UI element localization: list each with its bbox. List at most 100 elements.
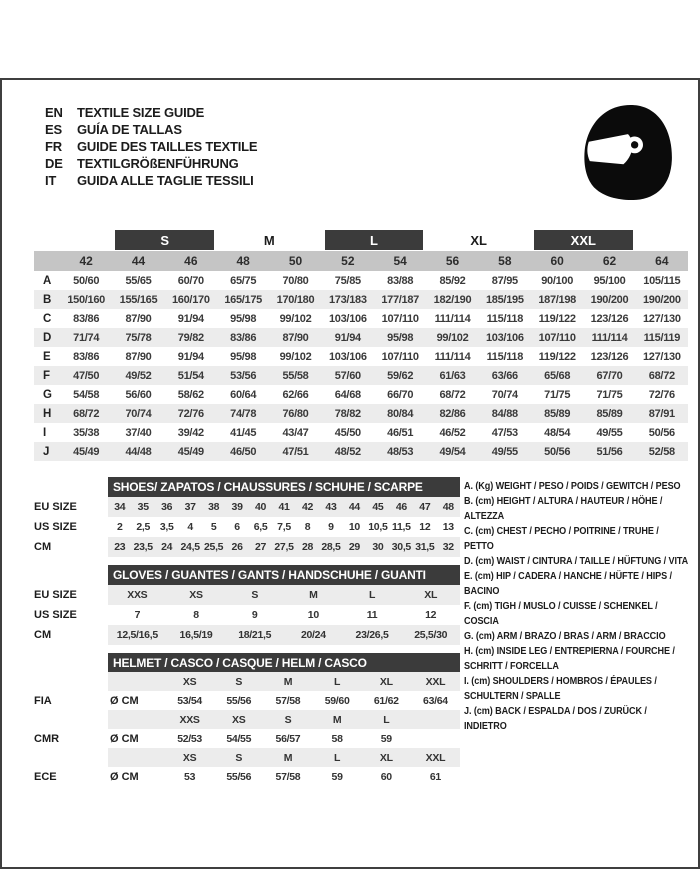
shoes-value: 36 — [161, 501, 173, 513]
measurement-row: A 50/60 55/65 60/70 65/75 70/80 75/85 83/88 85/9… — [34, 271, 688, 290]
measurement-value: 72/76 — [177, 407, 204, 420]
shoes-value: 2 — [116, 521, 123, 533]
size-column-header: 50 — [288, 254, 303, 268]
measurement-value: 99/102 — [279, 312, 312, 325]
language-row: EN TEXTILE SIZE GUIDE — [45, 104, 257, 121]
shoes-value: 29 — [348, 541, 360, 553]
measurement-value: 49/54 — [439, 445, 466, 458]
measurement-value: 165/175 — [224, 293, 262, 306]
measurement-value: 74/78 — [230, 407, 257, 420]
shoes-value: 10,5 — [368, 521, 388, 533]
shoes-row-label: EU SIZE — [34, 501, 77, 513]
measurement-value: 53/56 — [230, 369, 257, 382]
helmet-size-label — [411, 710, 460, 729]
language-row: IT GUIDA ALLE TAGLIE TESSILI — [45, 172, 257, 189]
legend-entry: F. (cm) TIGH / MUSLO / CUISSE / SCHENKEL… — [464, 600, 658, 627]
helmet-title: HELMET / CASCO / CASQUE / HELM / CASCO — [108, 653, 460, 672]
measurement-value: 54/58 — [73, 388, 100, 401]
helmet-size-label: L — [334, 675, 341, 688]
measurement-value: 51/56 — [596, 445, 623, 458]
measurement-value: 95/100 — [593, 274, 626, 287]
measurement-value: 47/50 — [73, 369, 100, 382]
shoes-value: 30 — [372, 541, 384, 553]
shoes-value: 41 — [278, 501, 290, 513]
measurement-value: 83/86 — [73, 312, 100, 325]
gloves-row-label: CM — [34, 629, 52, 641]
measurement-letter: G — [43, 388, 52, 401]
shoes-value: 28,5 — [321, 541, 341, 553]
measurement-value: 75/78 — [125, 331, 152, 344]
measurement-value: 79/82 — [177, 331, 204, 344]
gloves-value: 10 — [307, 609, 319, 621]
helmet-value: 61/62 — [373, 694, 399, 707]
measurement-value: 62/66 — [282, 388, 309, 401]
helmet-standard-row: FIA Ø CM 53/54 55/56 57/58 59/60 61/62 63/64 — [34, 691, 460, 710]
measurement-row: I 35/38 37/40 39/42 41/45 43/47 45/50 46/51 46/5… — [34, 423, 688, 442]
measurement-value: 91/94 — [177, 350, 204, 363]
measurement-value: 87/90 — [282, 331, 309, 344]
shoes-value: 43 — [325, 501, 337, 513]
helmet-value: 53/54 — [177, 694, 202, 707]
measurement-value: 160/170 — [171, 293, 210, 306]
measurement-value: 49/55 — [596, 426, 623, 439]
measurement-value: 107/110 — [538, 331, 576, 344]
measurement-value: 123/126 — [590, 350, 629, 363]
size-column-header: 54 — [393, 254, 407, 268]
measurement-row: D 71/74 75/78 79/82 83/86 87/90 91/94 95/98 99/1… — [34, 328, 688, 347]
measurement-value: 123/126 — [590, 312, 629, 325]
measurement-value: 55/65 — [125, 274, 152, 287]
helmet-value: 57/58 — [275, 694, 301, 707]
measurement-legend: A. (Kg) WEIGHT / PESO / POIDS / GEWITCH … — [464, 477, 691, 734]
gloves-value: 11 — [366, 609, 378, 621]
helmet-standard-row: ECE Ø CM 53 55/56 57/58 59 60 61 — [34, 767, 460, 786]
measurement-value: 103/106 — [328, 312, 367, 325]
legend-entry: A. (Kg) WEIGHT / PESO / POIDS / GEWITCH … — [464, 480, 681, 492]
legend-entry: J. (cm) BACK / ESPALDA / DOS / ZURÜCK / … — [464, 705, 647, 732]
guide-title: GUÍA DE TALLAS — [77, 122, 182, 137]
measurement-value: 111/114 — [434, 350, 471, 363]
helmet-standard-label: FIA — [34, 694, 52, 707]
measurement-value: 103/106 — [328, 350, 367, 363]
measurement-value: 37/40 — [125, 426, 152, 439]
guide-title: TEXTILGRÖßENFÜHRUNG — [77, 156, 239, 171]
measurement-value: 115/118 — [486, 350, 524, 363]
measurement-value: 44/48 — [125, 445, 152, 458]
measurement-value: 190/200 — [642, 293, 681, 306]
size-group-l: L — [324, 230, 424, 250]
measurement-value: 49/55 — [491, 445, 518, 458]
shoes-value: 7,5 — [277, 521, 291, 533]
size-column-header: 44 — [131, 254, 146, 268]
measurement-value: 64/68 — [334, 388, 361, 401]
helmet-size-label: L — [334, 751, 341, 764]
shoes-value: 35 — [137, 501, 149, 513]
shoes-value: 6 — [234, 521, 240, 533]
size-column-header: 60 — [550, 254, 564, 268]
measurement-value: 70/74 — [491, 388, 518, 401]
measurement-value: 63/66 — [491, 369, 518, 382]
gloves-value: 18/21,5 — [238, 629, 272, 641]
shoes-value: 25,5 — [203, 541, 224, 553]
shoes-value: 23,5 — [133, 541, 154, 553]
shoes-value: 4 — [187, 521, 193, 533]
helmet-standard-values: Ø CM 52/53 54/55 56/57 58 59 — [108, 729, 460, 748]
helmet-size-labels: XS S M L XL XXL — [108, 748, 460, 767]
helmet-size-label: XXL — [425, 675, 446, 688]
measurement-value: 170/180 — [276, 293, 315, 306]
shoes-row: US SIZE 2 2,5 3,5 4 5 6 6,5 7,5 8 9 10 10,5 11,5 12 13 — [34, 517, 460, 537]
measurement-value: 39/42 — [177, 426, 204, 439]
measurement-value: 48/53 — [387, 445, 414, 458]
measurement-row: C 83/86 87/90 91/94 95/98 99/102 103/106 107/11… — [34, 309, 688, 328]
helmet-value: 59/60 — [324, 694, 350, 707]
shoes-value: 11,5 — [392, 521, 411, 533]
helmet-size-label: M — [332, 713, 342, 726]
measurement-value: 60/64 — [230, 388, 257, 401]
gloves-row: EU SIZE XXS XS S M L XL — [34, 585, 460, 605]
spacer — [34, 477, 108, 497]
measurement-letter: I — [43, 426, 47, 439]
measurement-value: 107/110 — [381, 312, 419, 325]
measurement-value: 155/165 — [119, 293, 158, 306]
gloves-row-values: XXS XS S M L XL — [108, 585, 460, 605]
measurement-value: 45/50 — [334, 426, 361, 439]
measurement-value: 85/89 — [544, 407, 571, 420]
measurement-row: E 83/86 87/90 91/94 95/98 99/102 103/106 107/11… — [34, 347, 688, 366]
